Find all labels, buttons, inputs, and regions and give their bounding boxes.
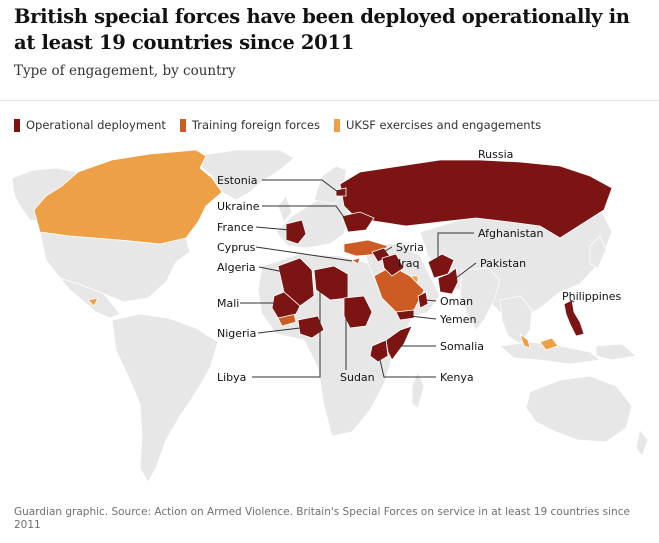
leader-pakistan [455, 262, 477, 279]
map-labels: Russia Estonia Ukraine France Cyprus Alg… [217, 148, 622, 384]
country-afghanistan [427, 253, 455, 279]
leader-philippines [569, 299, 575, 303]
label-syria: Syria [396, 241, 424, 254]
country-pakistan [437, 267, 459, 295]
legend-swatch-training [179, 118, 186, 132]
country-sudan [343, 295, 373, 329]
land-madagascar [411, 370, 425, 409]
label-kenya: Kenya [440, 371, 474, 384]
country-ukraine [341, 211, 375, 233]
leader-kenya [379, 359, 436, 378]
label-oman: Oman [440, 295, 473, 308]
country-malaysia [519, 332, 559, 351]
land-new-zealand [635, 429, 649, 457]
label-russia: Russia [478, 148, 513, 161]
land-greenland [195, 149, 295, 201]
country-cyprus [351, 257, 361, 265]
country-cuba [87, 297, 99, 307]
label-pakistan: Pakistan [480, 257, 526, 270]
leader-estonia [262, 179, 339, 193]
legend-item-operational: Operational deployment [14, 118, 166, 132]
label-algeria: Algeria [217, 261, 256, 274]
label-france: France [217, 221, 254, 234]
label-mali: Mali [217, 297, 239, 310]
leader-yemen [409, 315, 437, 320]
label-afghanistan: Afghanistan [478, 227, 544, 240]
label-nigeria: Nigeria [217, 327, 256, 340]
label-somalia: Somalia [440, 340, 484, 353]
legend-label-operational: Operational deployment [26, 118, 166, 132]
leader-oman [425, 299, 437, 302]
country-philippines [563, 299, 585, 337]
source-note: Guardian graphic. Source: Action on Arme… [14, 506, 630, 531]
leader-libya [252, 290, 321, 378]
land-mexico-central-america [58, 277, 121, 319]
label-philippines: Philippines [562, 290, 622, 303]
chart-subtitle: Type of engagement, by country [14, 63, 236, 79]
label-estonia: Estonia [217, 174, 258, 187]
label-iraq: Iraq [398, 257, 420, 270]
country-kenya [369, 339, 389, 363]
country-iraq [381, 253, 405, 277]
land-australia [525, 375, 633, 443]
leader-algeria [258, 266, 285, 273]
country-oman [417, 291, 429, 309]
legend-label-training: Training foreign forces [191, 118, 320, 132]
label-yemen: Yemen [439, 313, 477, 326]
leader-ukraine [262, 205, 347, 221]
chart-title: British special forces have been deploye… [14, 5, 630, 54]
leader-lines [240, 179, 575, 378]
divider [0, 100, 659, 101]
leader-syria [379, 246, 393, 255]
country-somalia [385, 325, 413, 361]
legend-item-training: Training foreign forces [179, 118, 320, 132]
legend-swatch-operational [14, 118, 20, 132]
legend-swatch-exercises [333, 118, 340, 132]
label-sudan: Sudan [340, 371, 375, 384]
world-map: Russia Estonia Ukraine France Cyprus Alg… [11, 148, 649, 483]
country-france [285, 219, 307, 245]
leader-nigeria [257, 327, 301, 334]
leader-iraq [389, 262, 396, 267]
country-estonia [335, 187, 347, 197]
land-japan [589, 235, 607, 269]
legend-label-exercises: UKSF exercises and engagements [345, 118, 542, 132]
land-uk [277, 195, 293, 223]
leader-france [255, 226, 291, 231]
legend-item-exercises: UKSF exercises and engagements [333, 118, 542, 132]
country-yemen [395, 309, 415, 321]
leader-afghanistan [437, 232, 474, 262]
land-new-guinea [595, 343, 637, 361]
land-south-america [111, 313, 219, 483]
leader-cyprus [255, 246, 353, 262]
layer-operational [271, 159, 613, 363]
land-southeast-asia [499, 295, 533, 345]
layer-exercises [33, 149, 559, 351]
country-mali [271, 291, 301, 319]
label-cyprus: Cyprus [217, 241, 256, 254]
legend: Operational deployment Training foreign … [14, 118, 555, 132]
land-indonesia [499, 341, 601, 365]
label-libya: Libya [217, 371, 246, 384]
country-nigeria [297, 315, 325, 339]
label-ukraine: Ukraine [217, 200, 260, 213]
country-russia [339, 159, 613, 239]
land-india [459, 267, 501, 331]
country-canada [33, 149, 223, 245]
